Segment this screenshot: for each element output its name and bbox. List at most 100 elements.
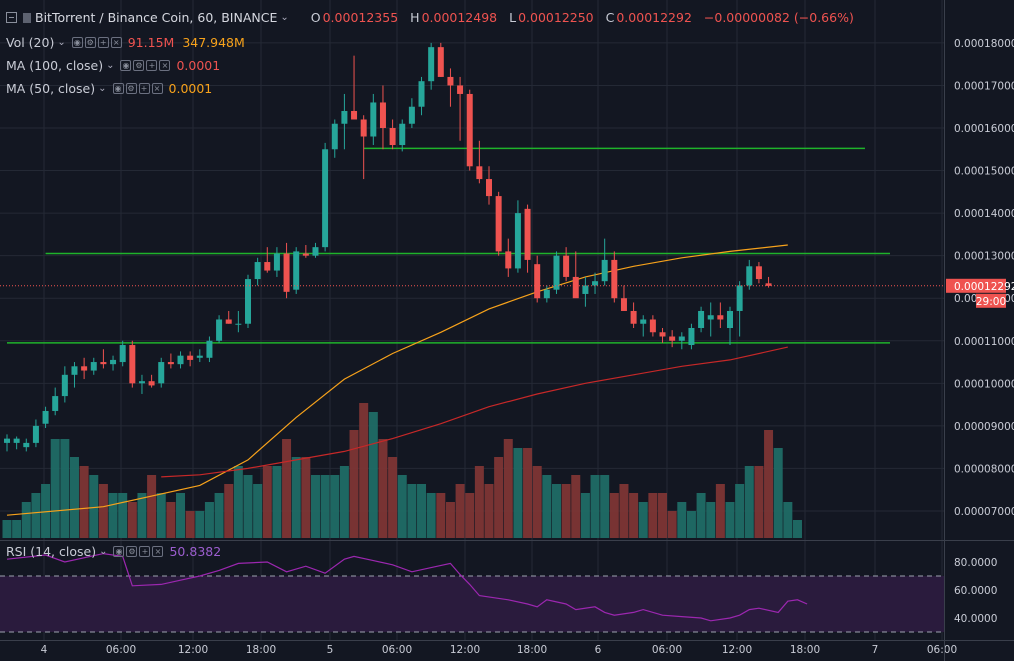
time-tick-label: 18:00 [517,644,547,656]
volume-bar [445,502,455,538]
time-tick-label: 7 [872,644,879,656]
indicator-controls[interactable]: ◉ ⚙ + × [112,83,163,94]
settings-icon[interactable]: ⚙ [125,83,137,94]
volume-bar [764,430,774,538]
candle-body [351,110,358,120]
volume-bar [561,484,571,538]
high-value: 0.00012498 [421,10,498,25]
candle-body [717,315,724,320]
candle-body [447,76,454,86]
volume-bar [696,493,706,538]
candle-body [428,47,435,82]
volume-bar [426,493,436,538]
volume-bar [580,493,590,538]
volume-bar [658,493,668,538]
indicator-controls[interactable]: ◉ ⚙ + × [113,546,164,557]
volume-bar [388,457,398,538]
price-tick-label: 0.00017000 [954,80,1014,92]
moving-averages [6,244,788,516]
candle-body [524,208,531,260]
price-tick-label: 0.00013000 [954,251,1014,263]
price-tick-label: 0.00015000 [954,166,1014,178]
candle-body [273,253,280,271]
volume-bar [609,493,619,538]
volume-bar [21,502,31,538]
close-icon[interactable]: × [151,83,163,94]
open-value: 0.00012355 [322,10,399,25]
vol-value-1: 91.15M [127,35,175,50]
collapse-icon[interactable] [6,12,17,23]
volume-bar [667,511,677,538]
plus-icon[interactable]: + [138,83,150,94]
volume-bar [619,484,629,538]
candle-body [399,123,406,146]
candle-body [177,355,184,365]
volume-bar [484,484,494,538]
volume-bar [648,493,658,538]
candle-body [235,323,242,325]
candle-body [293,251,300,290]
candle-body [71,366,78,375]
settings-icon[interactable]: ⚙ [126,546,138,557]
price-tick-label: 0.00011000 [954,336,1014,348]
ma100-label[interactable]: MA (100, close) [6,58,104,73]
candle-body [4,438,10,443]
candle-body [302,253,309,256]
volume-bar [108,493,118,538]
close-icon[interactable]: × [152,546,164,557]
plus-icon[interactable]: + [146,60,158,71]
plus-icon[interactable]: + [97,37,109,48]
symbol-title[interactable]: BitTorrent / Binance Coin, 60, BINANCE [35,10,278,25]
candle-body [659,332,666,337]
eye-icon[interactable]: ◉ [112,83,124,94]
indicator-controls[interactable]: ◉ ⚙ + × [71,37,122,48]
chevron-down-icon[interactable]: ⌄ [106,60,115,71]
last-price-text: 0.00012292 [954,281,1014,293]
candle-body [370,102,377,137]
rsi-tick-label: 40.0000 [954,613,997,625]
time-tick-label: 06:00 [652,644,682,656]
volume-bar [137,493,147,538]
volume-bar [204,502,214,538]
eye-icon[interactable]: ◉ [71,37,83,48]
volume-bar [50,439,60,538]
rsi-pane[interactable] [0,552,944,633]
chevron-down-icon[interactable]: ⌄ [57,37,66,48]
ma50-label[interactable]: MA (50, close) [6,81,96,96]
rsi-band [0,576,944,632]
eye-icon[interactable]: ◉ [113,546,125,557]
candle-body [32,425,39,443]
volume-bar [214,493,224,538]
volume-bar [310,475,320,538]
trendlines[interactable] [7,147,890,344]
volume-bar [12,520,22,538]
volume-bar [744,466,754,538]
candle-body [765,283,772,286]
chevron-down-icon[interactable]: ⌄ [280,12,289,23]
rsi-label[interactable]: RSI (14, close) [6,544,97,559]
volume-bar [542,475,552,538]
settings-icon[interactable]: ⚙ [133,60,145,71]
candle-body [322,149,329,248]
ma100-line [161,346,788,478]
volume-bar [233,466,243,538]
plus-icon[interactable]: + [139,546,151,557]
close-icon[interactable]: × [159,60,171,71]
volume-bar [465,493,475,538]
candle-body [225,319,232,324]
indicator-controls[interactable]: ◉ ⚙ + × [120,60,171,71]
eye-icon[interactable]: ◉ [120,60,132,71]
candlesticks[interactable] [4,42,772,452]
chevron-down-icon[interactable]: ⌄ [99,546,108,557]
volume-bar [195,511,205,538]
open-label: O [310,10,321,25]
settings-icon[interactable]: ⚙ [84,37,96,48]
vol-label[interactable]: Vol (20) [6,35,55,50]
candle-body [264,262,271,271]
close-icon[interactable]: × [110,37,122,48]
chevron-down-icon[interactable]: ⌄ [98,83,107,94]
candle-body [630,310,637,324]
ohlc-values: O 0.00012355 H 0.00012498 L 0.00012250 C 0.0… [311,10,856,25]
volume-bar [397,475,407,538]
